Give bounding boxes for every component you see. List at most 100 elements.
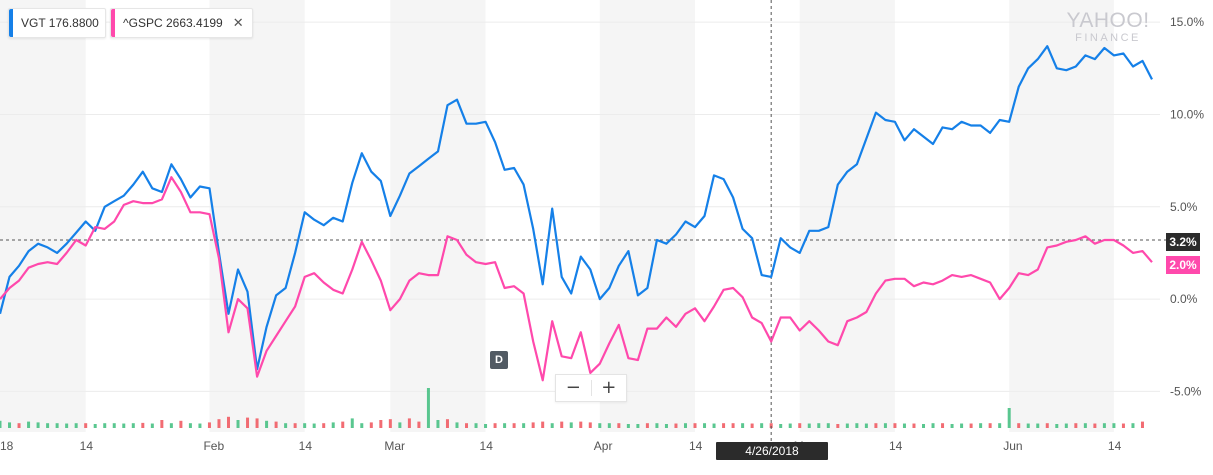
x-tick-label: Jun xyxy=(1003,439,1022,453)
volume-bar xyxy=(550,423,554,428)
volume-bar xyxy=(798,423,802,428)
volume-bar xyxy=(322,423,326,428)
volume-bar xyxy=(664,424,668,428)
volume-bar xyxy=(1083,423,1087,428)
legend-swatch-vgt xyxy=(9,9,13,37)
volume-bar xyxy=(655,423,659,428)
volume-bar xyxy=(179,420,183,428)
volume-bar xyxy=(169,423,173,428)
volume-bar xyxy=(274,421,278,428)
legend-chip-vgt[interactable]: VGT 176.8800 xyxy=(8,8,106,38)
series-line-gspc xyxy=(0,176,1153,382)
volume-bar xyxy=(826,423,830,428)
volume-bar xyxy=(484,424,488,428)
last-value-marker: 2.0% xyxy=(1166,256,1200,274)
x-tick-label: 14 xyxy=(299,439,313,453)
shaded-band-0 xyxy=(0,0,86,432)
shaded-band-4 xyxy=(799,0,895,432)
volume-bar xyxy=(1064,423,1068,428)
volume-bar xyxy=(588,422,592,428)
volume-bar xyxy=(188,423,192,428)
volume-bar xyxy=(998,423,1002,428)
shaded-band-5 xyxy=(1009,0,1114,432)
volume-bar xyxy=(645,423,649,428)
legend-swatch-gspc xyxy=(111,9,115,37)
volume-bar xyxy=(65,423,69,428)
shaded-band-2 xyxy=(390,0,486,432)
volume-bar xyxy=(360,423,364,428)
volume-bar xyxy=(55,423,59,428)
x-tick-label: Feb xyxy=(203,439,224,453)
volume-bar xyxy=(0,420,2,428)
volume-bar xyxy=(226,416,230,428)
volume-bar xyxy=(750,423,754,428)
logo-line-2: FINANCE xyxy=(1075,32,1141,44)
volume-bar xyxy=(303,423,307,428)
volume-bar xyxy=(445,419,449,428)
volume-bar xyxy=(455,422,459,428)
legend-price-vgt: 176.8800 xyxy=(48,16,99,30)
volume-bar xyxy=(722,423,726,428)
volume-bar xyxy=(388,419,392,428)
volume-bar xyxy=(407,418,411,428)
shaded-band-3 xyxy=(599,0,696,432)
x-tick-label: Mar xyxy=(384,439,405,453)
volume-bar xyxy=(1140,421,1144,428)
volume-bar xyxy=(1121,423,1125,428)
volume-bar xyxy=(693,423,697,428)
volume-bar xyxy=(531,422,535,428)
volume-bar xyxy=(817,423,821,428)
volume-bar xyxy=(350,418,354,428)
volume-bar xyxy=(103,423,107,428)
x-tick-label: Apr xyxy=(594,439,613,453)
volume-bar xyxy=(426,388,430,428)
legend-price-gspc: 2663.4199 xyxy=(165,16,223,30)
x-tick-label: 14 xyxy=(889,439,903,453)
zoom-in-button[interactable]: + xyxy=(592,375,627,401)
volume-bar xyxy=(731,423,735,428)
volume-bar xyxy=(836,424,840,428)
volume-bar xyxy=(512,423,516,428)
volume-bar xyxy=(979,423,983,428)
volume-bar xyxy=(150,423,154,428)
volume-bar xyxy=(84,423,88,428)
y-tick-label: 5.0% xyxy=(1170,200,1198,214)
yahoo-finance-logo: YAHOO! FINANCE xyxy=(1058,10,1158,45)
volume-bar xyxy=(855,423,859,428)
volume-bar xyxy=(741,423,745,428)
volume-bar xyxy=(941,423,945,428)
volume-bar xyxy=(93,424,97,428)
volume-bar xyxy=(769,423,773,428)
volume-bar xyxy=(883,423,887,428)
volume-bar xyxy=(1026,423,1030,428)
volume-bar xyxy=(312,423,316,428)
volume-bar xyxy=(626,424,630,428)
volume-bar xyxy=(912,423,916,428)
volume-bar xyxy=(255,418,259,428)
volume-bar xyxy=(864,423,868,428)
volume-bar xyxy=(331,422,335,428)
legend-chip-gspc[interactable]: ^GSPC 2663.4199 ✕ xyxy=(110,8,253,38)
dividend-badge[interactable]: D xyxy=(490,351,508,369)
volume-bar xyxy=(1093,423,1097,428)
volume-bar xyxy=(369,422,373,428)
zoom-out-button[interactable]: − xyxy=(556,375,591,401)
y-tick-label: 0.0% xyxy=(1170,292,1198,306)
volume-bar xyxy=(922,424,926,428)
volume-bar xyxy=(569,422,573,428)
volume-bar xyxy=(341,421,345,428)
volume-bar xyxy=(874,423,878,428)
volume-bar xyxy=(712,423,716,428)
volume-bar xyxy=(607,423,611,428)
volume-bar xyxy=(503,423,507,428)
volume-bar xyxy=(598,423,602,428)
volume-bar xyxy=(845,423,849,428)
volume-bar xyxy=(112,423,116,428)
volume-bar xyxy=(493,423,497,428)
volume-bar xyxy=(560,421,564,428)
close-icon[interactable]: ✕ xyxy=(232,15,244,30)
volume-bar xyxy=(417,421,421,428)
crosshair-value-marker: 3.2% xyxy=(1166,233,1200,251)
